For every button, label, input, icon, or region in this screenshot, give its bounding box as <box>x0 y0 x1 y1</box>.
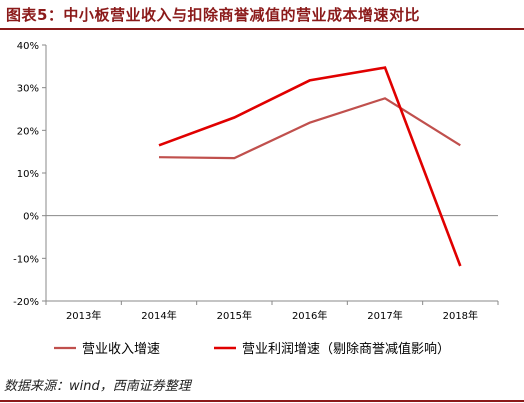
y-tick-label: 30% <box>17 84 39 95</box>
chart-container: -20% -10% 0% 10% 20% 30% 40% 2013年 2014年 2015年 201… <box>0 30 524 370</box>
x-tick-label: 2013年 <box>66 309 101 322</box>
x-tick-label: 2018年 <box>443 309 478 322</box>
series-line-1 <box>158 97 461 160</box>
x-tick-label: 2014年 <box>141 309 176 322</box>
y-tick-label: -20% <box>13 297 39 308</box>
series-line-2 <box>158 66 462 267</box>
x-tick-label: 2015年 <box>217 309 252 322</box>
bottom-rule <box>0 400 524 402</box>
line-chart: -20% -10% 0% 10% 20% 30% 40% 2013年 2014年 2015年 201… <box>13 41 499 357</box>
legend-label-1: 营业收入增速 <box>82 342 160 357</box>
x-tick-label: 2016年 <box>292 309 327 322</box>
x-tick-label: 2017年 <box>367 309 402 322</box>
y-tick-label: 0% <box>23 212 39 223</box>
source-note: 数据来源：wind，西南证券整理 <box>4 379 191 394</box>
y-tick-label: 10% <box>17 169 39 180</box>
y-tick-label: -10% <box>13 254 39 265</box>
legend-label-2: 营业利润增速（剔除商誉减值影响） <box>242 341 450 357</box>
title-bar: 图表5：中小板营业收入与扣除商誉减值的营业成本增速对比 <box>0 0 524 30</box>
y-tick-label: 20% <box>17 126 39 137</box>
y-tick-label: 40% <box>17 41 39 52</box>
page-title: 图表5：中小板营业收入与扣除商誉减值的营业成本增速对比 <box>6 6 420 24</box>
